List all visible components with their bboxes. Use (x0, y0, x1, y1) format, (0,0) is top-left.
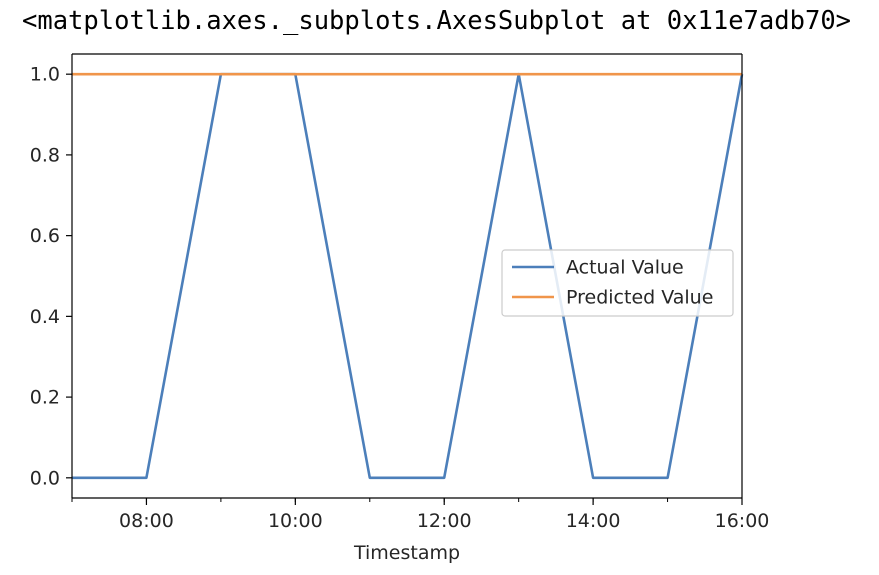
cell-output-text: <matplotlib.axes._subplots.AxesSubplot a… (22, 6, 852, 36)
x-tick-label: 10:00 (268, 510, 323, 532)
legend: Actual Value Predicted Value (501, 249, 734, 317)
y-axis: 0.0 0.2 0.4 0.6 0.8 1.0 (30, 53, 743, 498)
x-tick-label: 14:00 (566, 510, 621, 532)
y-tick-label: 0.6 (30, 225, 60, 247)
x-axis: 08:00 10:00 12:00 14:00 16:00 (71, 497, 770, 532)
y-tick-label: 0.2 (30, 387, 60, 409)
x-tick-label: 16:00 (715, 510, 770, 532)
x-tick-label: 08:00 (119, 510, 174, 532)
legend-label: Actual Value (566, 257, 684, 279)
y-tick-label: 0.8 (30, 144, 60, 166)
y-tick-label: 0.4 (30, 306, 60, 328)
plot-area (72, 72, 744, 480)
x-axis-label: Timestamp (353, 542, 460, 564)
series-line-actual (72, 72, 744, 480)
legend-label: Predicted Value (566, 287, 713, 309)
x-tick-label: 12:00 (417, 510, 472, 532)
y-tick-label: 0.0 (30, 467, 60, 489)
legend-box (501, 249, 734, 317)
y-tick-label: 1.0 (30, 64, 60, 86)
